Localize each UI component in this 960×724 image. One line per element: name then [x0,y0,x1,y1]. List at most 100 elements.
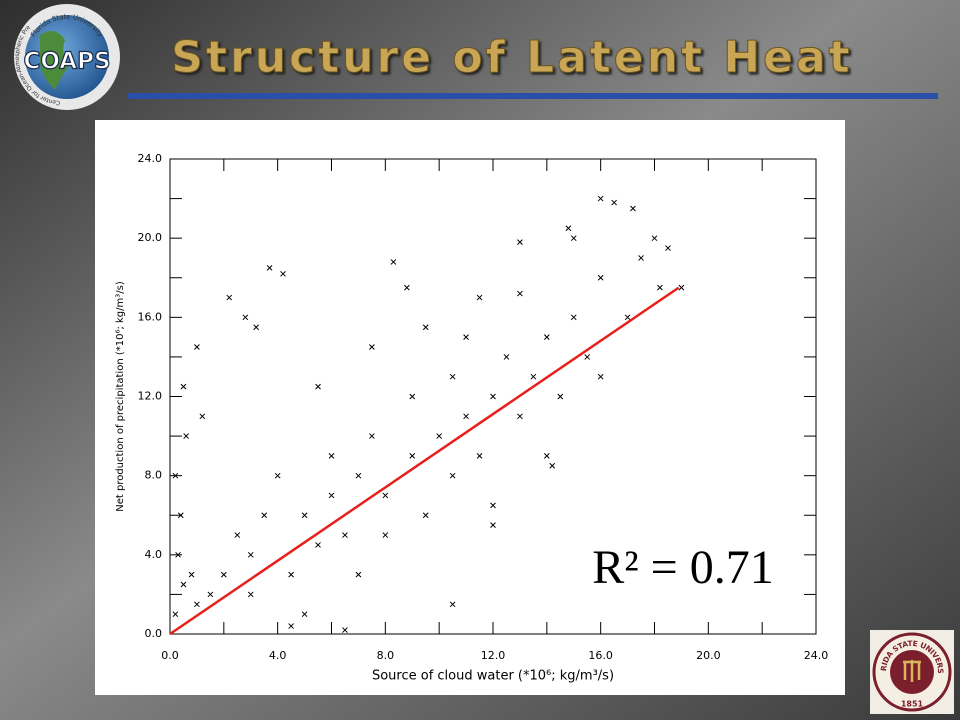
point [543,334,550,340]
x-tick-label: 0.0 [161,649,179,662]
point [301,512,308,519]
point [651,235,658,242]
x-tick-label: 4.0 [269,649,287,662]
point [584,354,591,360]
point [503,354,510,360]
y-tick-label: 12.0 [138,390,163,403]
point [390,259,397,265]
logo-name: COAPS [23,49,110,75]
point [280,270,286,277]
y-tick-label: 20.0 [138,231,163,244]
point [199,413,206,420]
point [597,373,604,380]
point [194,601,200,608]
point [517,413,523,420]
point [557,393,564,400]
point [301,611,308,618]
fit-line [169,286,680,636]
point [172,472,179,479]
point [266,265,273,271]
point [449,601,456,608]
point [436,433,443,439]
point [180,581,187,588]
y-tick-label: 0.0 [145,627,163,640]
point [188,571,195,578]
point [183,433,190,439]
y-tick-label: 16.0 [138,310,163,323]
point [328,492,335,499]
point [543,453,550,459]
point [342,532,348,538]
point [194,344,200,350]
seal-year: 1851 [901,700,924,709]
point [288,623,294,629]
point [517,239,523,245]
r-squared-annotation: R² = 0.71 [592,541,773,594]
point [476,294,483,301]
point [247,551,254,558]
point [226,294,233,301]
point [177,512,184,519]
point [288,571,294,578]
point [247,591,254,598]
x-tick-label: 20.0 [696,649,721,662]
point [597,195,604,202]
point [463,334,469,340]
point [253,324,259,331]
point [315,383,321,390]
point [678,284,685,291]
point [234,532,241,538]
point [657,284,663,291]
point [207,591,214,598]
point [355,472,362,479]
point [476,453,483,459]
x-tick-label: 8.0 [377,649,395,662]
point [570,235,577,242]
point [355,571,362,578]
point [570,314,577,321]
point [220,571,227,578]
point [449,373,456,380]
point [463,413,469,420]
point [449,472,456,479]
point [382,532,389,538]
point [517,290,523,297]
point [630,205,636,212]
point [422,512,429,519]
point [530,373,537,380]
y-tick-label: 24.0 [138,152,163,165]
point [342,627,348,633]
point [242,314,249,321]
point [369,344,375,350]
point [638,255,644,261]
point [624,314,631,321]
plot: 0.0 4.0 8.0 12.0 16.0 20.0 24.0 0.0 4.0 8.0 12.0 16… [115,152,828,684]
point [597,274,604,281]
point [175,551,181,558]
point [274,472,281,479]
point [172,611,179,618]
title-underline [128,93,938,99]
logo-land [40,31,70,90]
point [549,462,556,469]
seal-torches [903,660,921,682]
x-tick-label: 24.0 [804,649,829,662]
y-tick-label: 8.0 [145,469,163,482]
y-tick-label: 4.0 [145,548,163,561]
point [261,512,268,519]
point [422,324,429,331]
point [315,542,321,548]
x-tick-label: 12.0 [481,649,506,662]
point [328,453,335,459]
point [611,199,617,206]
point [369,433,375,439]
point [565,225,572,232]
point [490,502,496,509]
x-axis-label: Source of cloud water (*10⁶; kg/m³/s) [372,669,614,684]
point [404,284,410,291]
point [665,245,671,251]
point [382,492,389,499]
point [180,383,187,390]
y-axis-label: Net production of precipitation (*10⁶; k… [115,281,126,512]
